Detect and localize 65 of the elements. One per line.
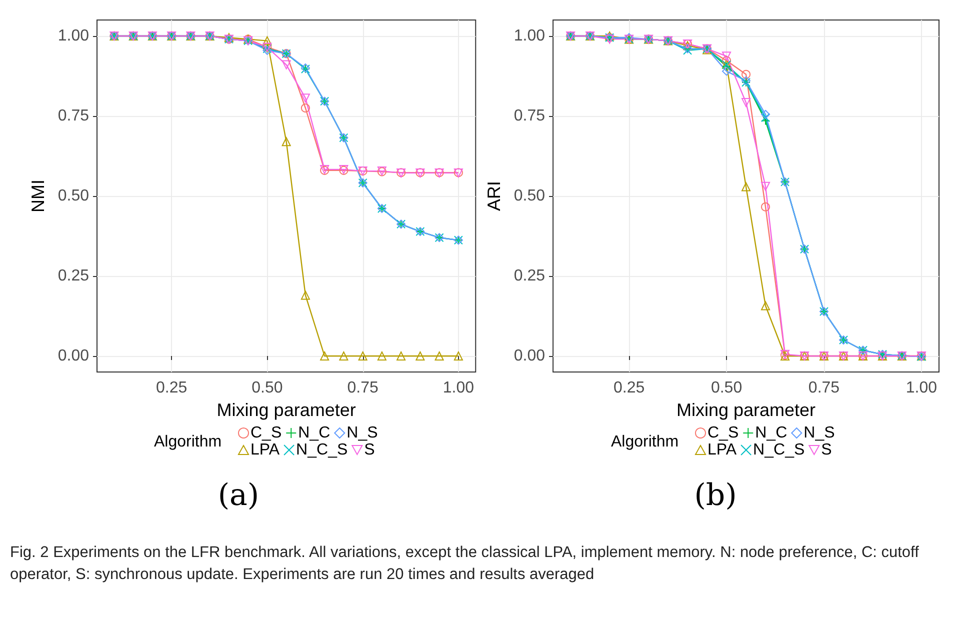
legend-label: C_S bbox=[250, 424, 282, 442]
y-tick-label: 0.75 bbox=[514, 108, 546, 124]
x-tick-label: 0.50 bbox=[252, 380, 283, 396]
y-axis-title: NMI bbox=[28, 180, 48, 212]
x-tick-label: 0.25 bbox=[156, 380, 188, 396]
point bbox=[722, 56, 732, 66]
legend-label: LPA bbox=[250, 442, 280, 458]
point bbox=[761, 110, 770, 119]
point bbox=[282, 60, 291, 70]
x-tick-label: 1.00 bbox=[906, 380, 938, 396]
x-tick-label: 0.75 bbox=[808, 380, 840, 396]
legend-title: Algorithm bbox=[154, 434, 222, 450]
y-tick-label: 0.75 bbox=[58, 108, 90, 124]
legend-label: N_S bbox=[346, 424, 378, 442]
point bbox=[761, 182, 770, 191]
legend-label: N_C bbox=[755, 424, 788, 442]
point bbox=[761, 202, 770, 212]
point bbox=[300, 94, 310, 103]
point bbox=[396, 352, 406, 360]
point bbox=[761, 301, 770, 310]
point bbox=[722, 52, 732, 61]
x-axis-title: Mixing parameter bbox=[676, 400, 816, 420]
x-tick-label: 1.00 bbox=[442, 380, 474, 396]
text: (b) bbox=[693, 478, 738, 513]
y-tick-label: 0.25 bbox=[58, 268, 90, 284]
caption: Fig. 2 Experiments on the LFR benchmark. All variations, except the classical LPA, implement memory. N: node preference, C: cutoff operator, S: synchronous update. Experiments are run 20 times and results averaged bbox=[10, 543, 920, 585]
legend-label: C_S bbox=[708, 424, 739, 442]
point bbox=[300, 104, 310, 112]
point bbox=[742, 98, 751, 108]
y-tick-label: 1.00 bbox=[514, 28, 546, 44]
point bbox=[358, 352, 368, 360]
x-tick-label: 0.75 bbox=[347, 380, 378, 396]
legend-label: N_C_S bbox=[753, 442, 805, 458]
point bbox=[320, 352, 330, 360]
point bbox=[262, 36, 272, 46]
y-tick-label: 0.00 bbox=[58, 348, 90, 364]
y-tick-label: 0.50 bbox=[58, 188, 90, 204]
x-tick-label: 0.50 bbox=[710, 380, 742, 396]
legend-label: LPA bbox=[708, 442, 737, 458]
point bbox=[742, 182, 751, 192]
text: (a) bbox=[216, 478, 260, 513]
point bbox=[761, 116, 770, 126]
point bbox=[742, 70, 751, 79]
legend-label: N_S bbox=[804, 424, 835, 442]
y-tick-label: 0.00 bbox=[514, 348, 546, 364]
point bbox=[300, 290, 310, 300]
point bbox=[434, 352, 444, 360]
legend-title: Algorithm bbox=[611, 434, 679, 450]
point bbox=[339, 352, 348, 360]
legend-label: N_C_S bbox=[296, 442, 348, 458]
y-tick-label: 0.50 bbox=[514, 188, 546, 204]
y-axis-title: ARI bbox=[484, 180, 504, 212]
point bbox=[377, 352, 386, 360]
x-tick-label: 0.25 bbox=[613, 380, 645, 396]
point bbox=[722, 66, 732, 76]
y-tick-label: 0.25 bbox=[514, 268, 546, 284]
legend-label: S bbox=[821, 442, 832, 458]
legend-label: N_C bbox=[298, 424, 330, 442]
legend-label: S bbox=[364, 442, 375, 458]
point bbox=[416, 352, 425, 360]
point bbox=[761, 113, 770, 122]
point bbox=[454, 352, 463, 360]
point bbox=[282, 137, 291, 146]
y-tick-label: 1.00 bbox=[58, 28, 90, 44]
x-axis-title: Mixing parameter bbox=[216, 400, 356, 420]
